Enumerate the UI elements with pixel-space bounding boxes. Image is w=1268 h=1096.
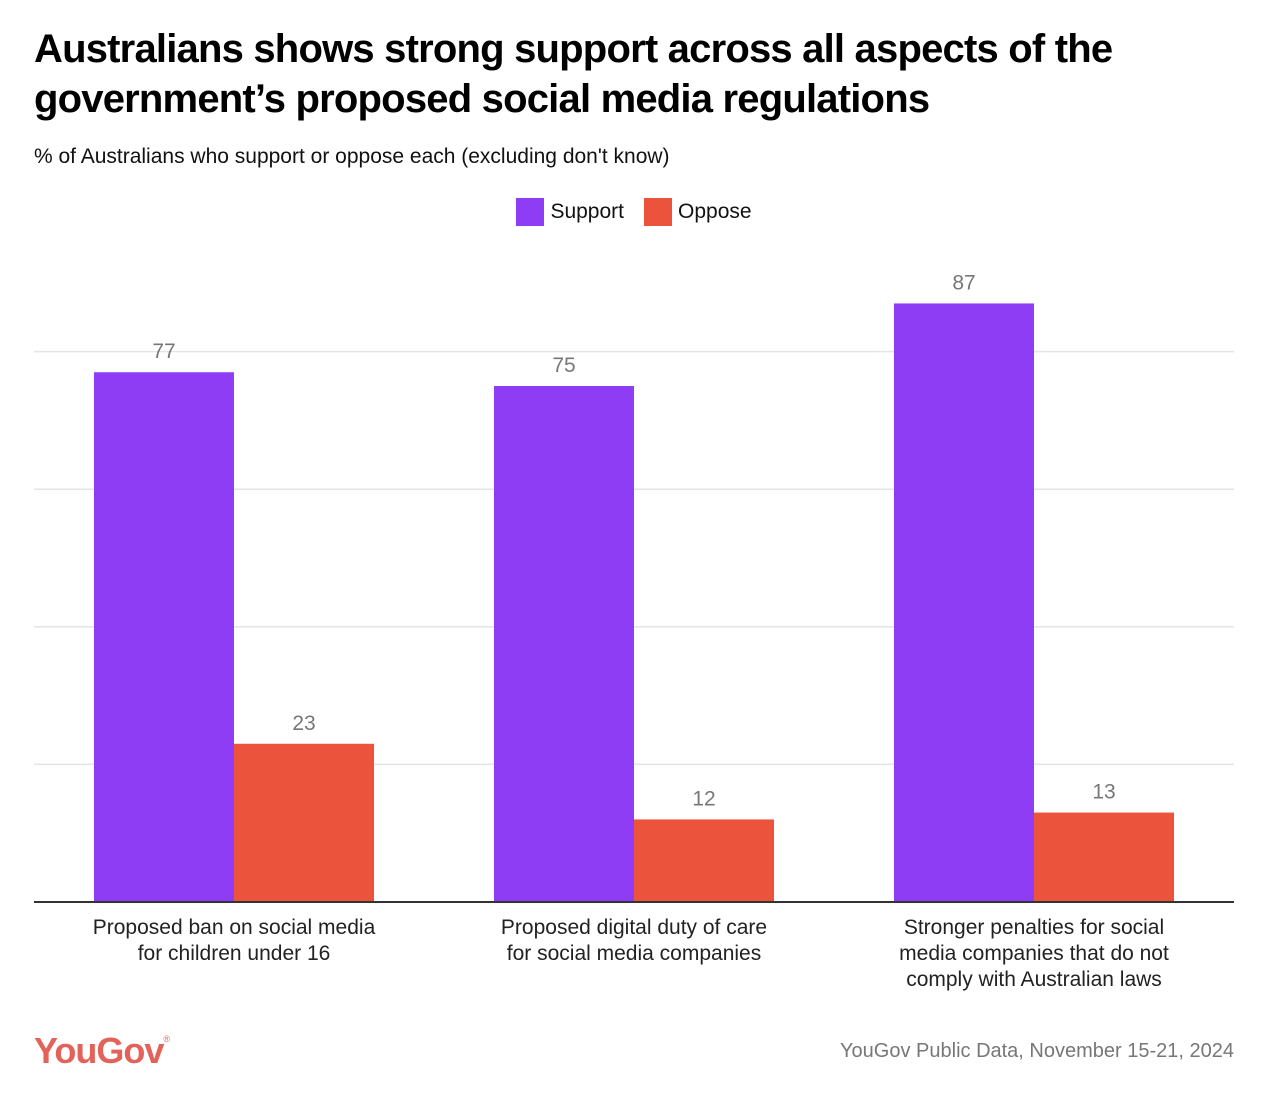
data-label: 77: [152, 340, 175, 363]
x-tick-label: comply with Australian laws: [906, 968, 1162, 991]
legend: Support Oppose: [0, 198, 1268, 226]
bar-support: [894, 303, 1034, 902]
legend-item-support: Support: [516, 198, 624, 226]
data-label: 12: [692, 787, 715, 810]
data-label: 23: [292, 712, 315, 735]
x-tick-label: Proposed digital duty of care: [501, 916, 767, 939]
data-label: 13: [1092, 781, 1115, 804]
x-tick-label: Proposed ban on social media: [93, 916, 376, 939]
logo-text: YouGov: [34, 1030, 164, 1071]
chart-title: Australians shows strong support across …: [34, 27, 1113, 121]
source-note: YouGov Public Data, November 15-21, 2024: [840, 1040, 1234, 1062]
data-label: 87: [952, 271, 975, 294]
bar-chart: 77 23 Proposed ban on social media for chil…: [34, 271, 1234, 991]
chart-subtitle: % of Australians who support or oppose e…: [34, 145, 670, 168]
x-tick-label: Stronger penalties for social: [904, 916, 1164, 939]
data-label: 75: [552, 354, 575, 377]
legend-label-support: Support: [550, 200, 624, 223]
legend-item-oppose: Oppose: [644, 198, 752, 226]
bar-oppose: [234, 743, 374, 902]
bar-support: [494, 386, 634, 902]
registered-mark: ®: [163, 1034, 170, 1044]
legend-swatch-oppose: [644, 198, 672, 226]
x-tick-label: media companies that do not: [899, 942, 1169, 965]
legend-swatch-support: [516, 198, 545, 226]
bar-oppose: [1034, 812, 1174, 902]
bar-oppose: [634, 819, 774, 902]
x-tick-label: for children under 16: [138, 942, 331, 965]
legend-label-oppose: Oppose: [678, 200, 752, 223]
yougov-logo: YouGov®: [34, 1030, 170, 1072]
x-tick-label: for social media companies: [507, 942, 761, 965]
bar-support: [94, 372, 234, 902]
